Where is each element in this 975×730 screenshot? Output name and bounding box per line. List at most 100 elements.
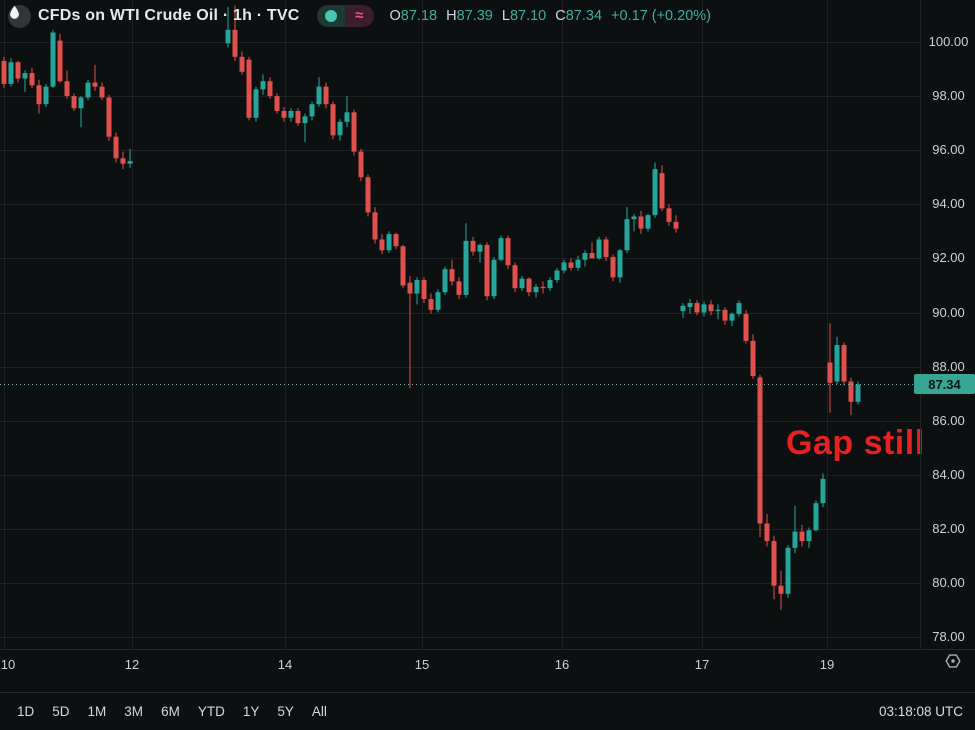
candle: [645, 213, 651, 232]
candle: [785, 545, 791, 598]
candle: [120, 151, 126, 170]
candle: [519, 275, 525, 291]
chart-area[interactable]: CFDs on WTI Crude Oil · 1h · TVC ≈ O87.1…: [0, 0, 924, 649]
candle: [855, 381, 861, 405]
candle: [379, 234, 385, 255]
time-axis[interactable]: 10 12 14 15 16 17 19: [0, 649, 975, 692]
candle: [575, 255, 581, 271]
candlestick-chart[interactable]: [0, 0, 920, 649]
candle: [127, 148, 133, 168]
candle: [463, 223, 469, 298]
candle: [547, 277, 553, 291]
time-axis-label: 12: [124, 657, 140, 672]
last-price-label: 87.34: [914, 374, 975, 395]
range-button-3m[interactable]: 3M: [117, 700, 150, 723]
candle: [260, 74, 266, 95]
candle: [680, 303, 686, 318]
candle: [505, 235, 511, 270]
candle: [442, 266, 448, 295]
candle: [449, 259, 455, 286]
candle: [484, 242, 490, 301]
price-axis-label: 88.00: [932, 358, 965, 374]
candle: [288, 108, 294, 122]
price-axis-label: 94.00: [932, 196, 965, 212]
candle: [470, 236, 476, 256]
candle: [617, 248, 623, 283]
price-axis-label: 84.00: [932, 466, 965, 482]
candle: [386, 231, 392, 253]
candle: [827, 323, 833, 413]
candle: [372, 207, 378, 244]
candle: [652, 162, 658, 218]
range-button-6m[interactable]: 6M: [154, 700, 187, 723]
clock-label[interactable]: 03:18:08 UTC: [878, 704, 963, 719]
candle: [778, 570, 784, 611]
time-axis-label: 19: [819, 657, 835, 672]
candle: [316, 77, 322, 107]
range-selector: 1D 5D 1M 3M 6M YTD 1Y 5Y All: [10, 700, 334, 723]
candle: [36, 79, 42, 114]
candle: [246, 56, 252, 121]
candle: [43, 83, 49, 107]
candle: [50, 29, 56, 88]
candle: [736, 300, 742, 317]
candle: [85, 79, 91, 101]
range-button-5d[interactable]: 5D: [45, 700, 76, 723]
time-axis-label: 10: [0, 657, 16, 672]
candle: [330, 101, 336, 140]
range-button-all[interactable]: All: [305, 700, 334, 723]
candle: [302, 113, 308, 143]
candle: [638, 211, 644, 235]
candle: [624, 207, 630, 253]
candle: [722, 307, 728, 325]
candle: [666, 204, 672, 226]
market-status-toggle[interactable]: ≈: [316, 5, 374, 27]
candle: [659, 165, 665, 212]
price-axis-label: 92.00: [932, 250, 965, 266]
candle: [533, 284, 539, 298]
candle: [841, 342, 847, 386]
candle: [15, 60, 21, 83]
price-axis[interactable]: 87.34 100.00 98.00 96.00 94.00 92.00 90.00 88.…: [914, 0, 975, 649]
candle: [603, 236, 609, 262]
candle: [764, 514, 770, 547]
candle: [414, 277, 420, 305]
range-button-ytd[interactable]: YTD: [191, 700, 232, 723]
approx-equals-icon: ≈: [355, 7, 364, 24]
candle: [687, 298, 693, 314]
candle: [337, 119, 343, 141]
candle: [806, 527, 812, 548]
candle: [267, 77, 273, 99]
price-axis-label: 78.00: [932, 629, 965, 645]
candle: [477, 243, 483, 263]
candle: [456, 277, 462, 299]
candle: [757, 374, 763, 538]
candle: [799, 524, 805, 547]
candle: [792, 505, 798, 554]
price-axis-label: 96.00: [932, 142, 965, 158]
candle: [589, 242, 595, 259]
candle: [491, 257, 497, 299]
candle: [701, 301, 707, 317]
range-button-5y[interactable]: 5Y: [270, 700, 301, 723]
candle: [435, 289, 441, 313]
candle: [57, 33, 63, 83]
range-button-1d[interactable]: 1D: [10, 700, 41, 723]
candle: [113, 132, 119, 163]
candle: [596, 236, 602, 260]
range-button-1y[interactable]: 1Y: [236, 700, 267, 723]
candle: [365, 174, 371, 217]
candle: [92, 64, 98, 91]
candle: [771, 535, 777, 600]
candle: [1, 56, 7, 88]
price-axis-label: 100.00: [928, 34, 969, 49]
scale-settings-gear-icon[interactable]: [944, 652, 962, 670]
candle: [561, 259, 567, 274]
candle: [232, 5, 238, 61]
range-button-1m[interactable]: 1M: [81, 700, 114, 723]
candle: [253, 86, 259, 122]
price-axis-label: 80.00: [932, 575, 965, 590]
candle: [71, 93, 77, 111]
time-axis-label: 15: [414, 657, 430, 672]
candle: [22, 70, 28, 93]
